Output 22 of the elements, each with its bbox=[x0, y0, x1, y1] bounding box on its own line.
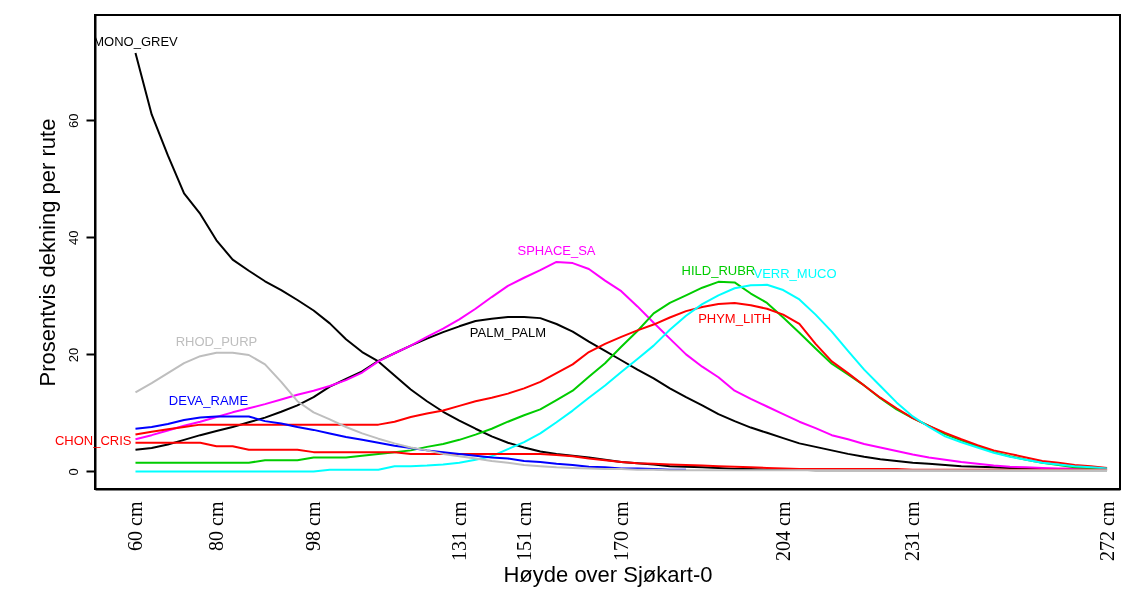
x-tick-label: 204 cm bbox=[771, 501, 794, 561]
y-tick-label: 60 bbox=[65, 113, 81, 129]
series-label: SPHACE_SA bbox=[517, 242, 596, 258]
x-tick-label: 60 cm bbox=[123, 501, 146, 551]
x-tick-label: 151 cm bbox=[512, 501, 535, 561]
series-label: VERR_MUCO bbox=[753, 265, 837, 281]
series-label: PALM_PALM bbox=[469, 324, 546, 340]
x-tick-label: 170 cm bbox=[609, 501, 632, 561]
y-tick-label: 0 bbox=[65, 468, 81, 476]
x-tick-label: 231 cm bbox=[901, 501, 924, 561]
x-tick-label: 272 cm bbox=[1095, 501, 1118, 561]
y-tick-label: 40 bbox=[65, 230, 81, 246]
x-tick-label: 131 cm bbox=[447, 501, 470, 561]
x-tick-label: 98 cm bbox=[302, 501, 325, 551]
series-label: RHOD_PURP bbox=[175, 333, 258, 349]
series-label: HILD_RUBR bbox=[681, 262, 756, 278]
series-label: PHYM_LITH bbox=[698, 310, 772, 326]
y-tick-label: 20 bbox=[65, 347, 81, 363]
x-axis-title: Høyde over Sjøkart-0 bbox=[503, 561, 713, 587]
y-axis-title: Prosentvis dekning per rute bbox=[34, 118, 60, 387]
series-label: DEVA_RAME bbox=[168, 393, 249, 409]
x-tick-label: 80 cm bbox=[204, 501, 227, 551]
